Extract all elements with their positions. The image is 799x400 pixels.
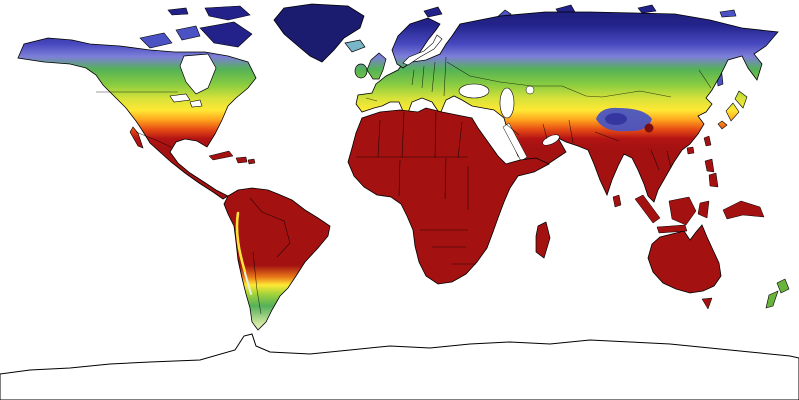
madagascar-island [535, 221, 551, 259]
new-zealand-islands [765, 278, 790, 309]
great-lakes [169, 93, 203, 108]
andes-ridge-highlight [235, 211, 247, 274]
sichuan-red-spot [644, 123, 654, 133]
africa-landmass [347, 107, 550, 285]
persian-gulf [542, 134, 560, 146]
japan-islands [717, 90, 748, 130]
caspian-sea [499, 87, 515, 119]
baltic-sea [402, 34, 443, 66]
tropical-islands [208, 135, 765, 310]
tibet-core-patch [605, 113, 627, 125]
antarctica-landmass [0, 333, 799, 400]
aral-sea [525, 85, 535, 95]
ireland-island [354, 63, 368, 79]
baja-peninsula [129, 126, 144, 149]
arctic-islands-blue [139, 9, 737, 87]
black-sea [458, 83, 490, 99]
great-britain-island [366, 52, 387, 80]
country-borders [96, 56, 712, 315]
andes-snow-highlight [243, 271, 253, 296]
greenland-landmass [273, 3, 365, 63]
red-sea [502, 122, 528, 162]
eurasia-landmass [355, 11, 779, 203]
hudson-bay [179, 53, 217, 95]
iceland-island [344, 39, 366, 53]
